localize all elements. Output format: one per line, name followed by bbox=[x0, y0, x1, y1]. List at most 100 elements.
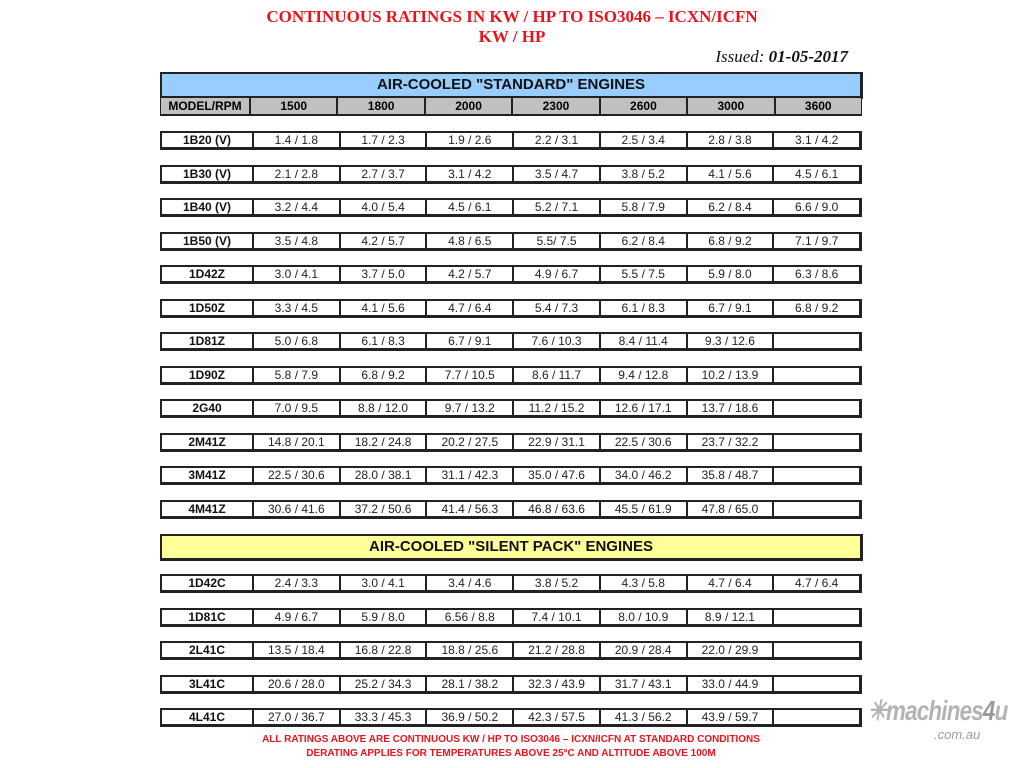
rating-cell: 4.5 / 6.1 bbox=[425, 200, 512, 214]
column-header: 1800 bbox=[337, 97, 425, 116]
rating-cell: 5.4 / 7.3 bbox=[512, 300, 599, 315]
rating-cell: 9.4 / 12.8 bbox=[598, 367, 686, 382]
table-row: 1D50Z 3.3 / 4.5 4.1 / 5.6 4.7 / 6.4 5.4 / 7.… bbox=[160, 298, 862, 318]
rating-cell: 1.7 / 2.3 bbox=[338, 133, 426, 147]
rating-cell: 46.8 / 63.6 bbox=[512, 501, 599, 516]
rating-cell: 8.6 / 11.7 bbox=[512, 367, 599, 382]
rating-cell: 28.1 / 38.2 bbox=[425, 676, 512, 691]
rating-cell: 42.3 / 57.5 bbox=[512, 710, 599, 724]
rating-cell: 22.9 / 31.1 bbox=[512, 434, 599, 449]
rating-cell: 5.5 / 7.5 bbox=[598, 267, 686, 281]
column-header: 2600 bbox=[599, 97, 688, 116]
table-row: 1B20 (V) 1.4 / 1.8 1.7 / 2.3 1.9 / 2.6 2.2 /… bbox=[160, 131, 862, 150]
rating-cell: 3.8 / 5.2 bbox=[598, 166, 686, 181]
rating-cell: 6.7 / 9.1 bbox=[685, 300, 773, 315]
rating-cell: 5.9 / 8.0 bbox=[338, 609, 426, 624]
rating-cell bbox=[772, 710, 859, 724]
issued-label: Issued: bbox=[715, 47, 765, 66]
document-title: CONTINUOUS RATINGS IN KW / HP TO ISO3046… bbox=[266, 7, 758, 26]
rating-cell: 20.9 / 28.4 bbox=[598, 643, 686, 657]
rating-cell bbox=[772, 334, 859, 348]
table-row: 2G40 7.0 / 9.5 8.8 / 12.0 9.7 / 13.2 11.2 / … bbox=[160, 399, 862, 418]
table-row: 1D81Z 5.0 / 6.8 6.1 / 8.3 6.7 / 9.1 7.6 / 10… bbox=[160, 332, 862, 351]
rating-cell: 31.1 / 42.3 bbox=[425, 468, 512, 482]
rating-cell: 6.6 / 9.0 bbox=[772, 200, 859, 214]
rating-cell: 36.9 / 50.2 bbox=[425, 710, 512, 724]
model-cell: 2M41Z bbox=[188, 434, 226, 449]
rating-cell: 13.5 / 18.4 bbox=[252, 643, 339, 657]
rating-cell: 32.3 / 43.9 bbox=[512, 676, 599, 691]
model-cell: 1D42Z bbox=[188, 267, 226, 281]
rating-cell: 43.9 / 59.7 bbox=[685, 710, 773, 724]
issued-date: Issued: 01-05-2017 bbox=[715, 47, 848, 67]
section-header-standard: AIR-COOLED "STANDARD" ENGINES bbox=[160, 72, 863, 99]
footer-note-1: ALL RATINGS ABOVE ARE CONTINUOUS KW / HP… bbox=[262, 734, 760, 745]
rating-cell: 2.7 / 3.7 bbox=[338, 166, 426, 181]
rating-cell: 4.9 / 6.7 bbox=[252, 609, 339, 624]
model-cell: 4L41C bbox=[188, 710, 226, 724]
rating-cell: 5.0 / 6.8 bbox=[252, 334, 339, 348]
rating-cell: 2.2 / 3.1 bbox=[512, 133, 599, 147]
rating-cell: 13.7 / 18.6 bbox=[685, 401, 773, 415]
rating-cell: 25.2 / 34.3 bbox=[338, 676, 426, 691]
rating-cell: 4.7 / 6.4 bbox=[772, 576, 859, 590]
table-row: 1D42Z 3.0 / 4.1 3.7 / 5.0 4.2 / 5.7 4.9 / 6.… bbox=[160, 265, 862, 284]
model-cell: 3M41Z bbox=[188, 468, 226, 482]
rating-cell: 16.8 / 22.8 bbox=[338, 643, 426, 657]
rating-cell: 9.3 / 12.6 bbox=[685, 334, 773, 348]
section-header-silent: AIR-COOLED "SILENT PACK" ENGINES bbox=[160, 534, 863, 561]
table-row: 1B40 (V) 3.2 / 4.4 4.0 / 5.4 4.5 / 6.1 5.2 /… bbox=[160, 198, 862, 217]
rating-cell: 3.1 / 4.2 bbox=[772, 133, 859, 147]
watermark-logo: ✳machines4u bbox=[868, 695, 1008, 726]
rating-cell: 22.5 / 30.6 bbox=[598, 434, 686, 449]
rating-cell: 41.3 / 56.2 bbox=[598, 710, 686, 724]
rating-cell bbox=[772, 643, 859, 657]
rating-cell: 18.8 / 25.6 bbox=[425, 643, 512, 657]
rating-cell: 20.2 / 27.5 bbox=[425, 434, 512, 449]
rating-cell: 20.6 / 28.0 bbox=[252, 676, 339, 691]
rating-cell: 1.4 / 1.8 bbox=[252, 133, 339, 147]
issued-value: 01-05-2017 bbox=[768, 47, 848, 66]
model-cell: 1B50 (V) bbox=[182, 233, 232, 248]
rating-cell: 4.2 / 5.7 bbox=[425, 267, 512, 281]
column-header: 2300 bbox=[512, 97, 600, 116]
column-header: MODEL/RPM bbox=[160, 97, 250, 116]
rating-cell: 4.7 / 6.4 bbox=[425, 300, 512, 315]
rating-cell: 8.0 / 10.9 bbox=[598, 609, 686, 624]
rating-cell: 5.9 / 8.0 bbox=[685, 267, 773, 281]
model-cell: 1D90Z bbox=[188, 367, 226, 382]
rating-cell bbox=[772, 367, 859, 382]
rating-cell: 12.6 / 17.1 bbox=[598, 401, 686, 415]
rating-cell: 11.2 / 15.2 bbox=[512, 401, 599, 415]
rating-cell: 6.7 / 9.1 bbox=[425, 334, 512, 348]
column-header: 2000 bbox=[424, 97, 513, 116]
model-cell: 1B30 (V) bbox=[182, 166, 232, 181]
rating-cell: 6.56 / 8.8 bbox=[425, 609, 512, 624]
rating-cell: 33.0 / 44.9 bbox=[685, 676, 773, 691]
rating-cell: 33.3 / 45.3 bbox=[338, 710, 426, 724]
rating-cell: 6.2 / 8.4 bbox=[685, 200, 773, 214]
rating-cell: 6.8 / 9.2 bbox=[338, 367, 426, 382]
model-cell: 2L41C bbox=[188, 643, 226, 657]
rating-cell: 35.8 / 48.7 bbox=[685, 468, 773, 482]
rating-cell: 4.7 / 6.4 bbox=[685, 576, 773, 590]
rating-cell: 1.9 / 2.6 bbox=[425, 133, 512, 147]
rating-cell bbox=[772, 434, 859, 449]
model-cell: 2G40 bbox=[192, 401, 222, 415]
model-cell: 4M41Z bbox=[188, 501, 226, 516]
rating-cell: 6.1 / 8.3 bbox=[338, 334, 426, 348]
rating-cell: 8.8 / 12.0 bbox=[338, 401, 426, 415]
rating-cell: 4.9 / 6.7 bbox=[512, 267, 599, 281]
rating-cell bbox=[772, 609, 859, 624]
rating-cell: 5.8 / 7.9 bbox=[252, 367, 339, 382]
rating-cell: 18.2 / 24.8 bbox=[338, 434, 426, 449]
table-row: 2L41C 13.5 / 18.4 16.8 / 22.8 18.8 / 25.6 21… bbox=[160, 641, 862, 660]
rating-cell: 35.0 / 47.6 bbox=[512, 468, 599, 482]
table-row: 3L41C 20.6 / 28.0 25.2 / 34.3 28.1 / 38.2 32… bbox=[160, 674, 862, 694]
rating-cell: 4.1 / 5.6 bbox=[685, 166, 773, 181]
column-header: 3600 bbox=[774, 97, 862, 116]
rating-cell: 2.1 / 2.8 bbox=[252, 166, 339, 181]
rating-cell: 4.0 / 5.4 bbox=[338, 200, 426, 214]
rating-cell: 7.4 / 10.1 bbox=[512, 609, 599, 624]
table-row: 1D42C 2.4 / 3.3 3.0 / 4.1 3.4 / 4.6 3.8 / 5.… bbox=[160, 574, 862, 593]
